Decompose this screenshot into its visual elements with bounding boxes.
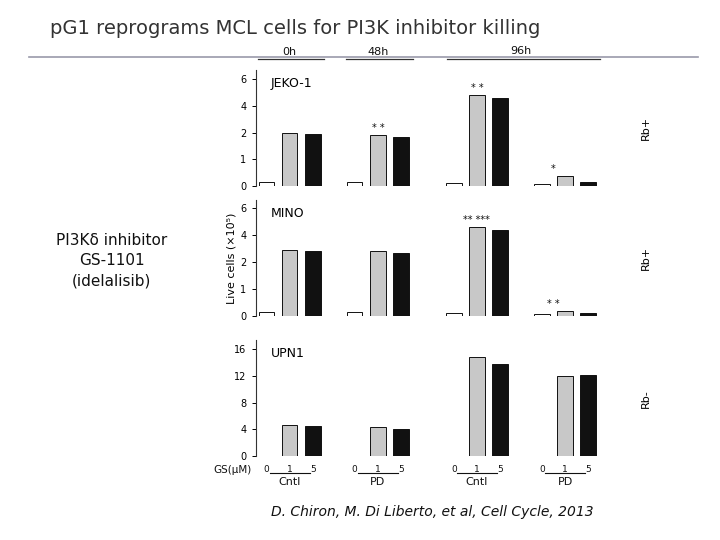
- Text: (idelalisib): (idelalisib): [72, 274, 151, 289]
- Text: PD: PD: [370, 477, 385, 487]
- Bar: [580, 375, 596, 456]
- Text: 5: 5: [398, 465, 404, 474]
- Text: 5: 5: [498, 465, 503, 474]
- Bar: [557, 376, 572, 456]
- Text: 96h: 96h: [510, 45, 531, 56]
- Y-axis label: Live cells (×10⁵): Live cells (×10⁵): [226, 212, 236, 303]
- Bar: [469, 357, 485, 456]
- Text: 0: 0: [451, 465, 456, 474]
- Bar: [282, 250, 297, 316]
- Bar: [492, 363, 508, 456]
- Text: 0: 0: [264, 465, 269, 474]
- Bar: [305, 251, 320, 316]
- Text: Rb-: Rb-: [642, 389, 651, 408]
- Text: JEKO-1: JEKO-1: [271, 77, 312, 90]
- Text: PI3Kδ inhibitor: PI3Kδ inhibitor: [56, 233, 167, 248]
- Text: 0h: 0h: [283, 47, 297, 57]
- Text: Rb+: Rb+: [642, 116, 651, 140]
- Text: * *: * *: [471, 83, 483, 93]
- Text: * *: * *: [372, 123, 384, 133]
- Bar: [534, 314, 549, 316]
- Text: GS(μM): GS(μM): [214, 465, 252, 475]
- Text: 5: 5: [310, 465, 316, 474]
- Text: 1: 1: [375, 465, 381, 474]
- Bar: [393, 137, 409, 186]
- Text: UPN1: UPN1: [271, 347, 305, 360]
- Bar: [469, 227, 485, 316]
- Bar: [370, 427, 385, 456]
- Bar: [393, 429, 409, 456]
- Bar: [557, 310, 572, 316]
- Text: 0: 0: [539, 465, 545, 474]
- Text: ** ***: ** ***: [464, 215, 490, 225]
- Text: 5: 5: [585, 465, 591, 474]
- Bar: [393, 253, 409, 316]
- Bar: [557, 176, 572, 186]
- Text: 1: 1: [562, 465, 568, 474]
- Text: Cntl: Cntl: [466, 477, 488, 487]
- Bar: [492, 230, 508, 316]
- Text: 1: 1: [287, 465, 292, 474]
- Text: D. Chiron, M. Di Liberto, et al, Cell Cycle, 2013: D. Chiron, M. Di Liberto, et al, Cell Cy…: [271, 505, 593, 519]
- Bar: [580, 313, 596, 316]
- Text: GS-1101: GS-1101: [78, 253, 145, 268]
- Bar: [259, 183, 274, 186]
- Text: PD: PD: [557, 477, 572, 487]
- Text: MINO: MINO: [271, 207, 305, 220]
- Text: 0: 0: [352, 465, 358, 474]
- Bar: [305, 134, 320, 186]
- Bar: [492, 98, 508, 186]
- Text: 48h: 48h: [367, 47, 389, 57]
- Text: * *: * *: [547, 299, 559, 309]
- Bar: [469, 95, 485, 186]
- Text: Cntl: Cntl: [279, 477, 301, 487]
- Bar: [259, 312, 274, 316]
- Text: 1: 1: [474, 465, 480, 474]
- Text: Rb+: Rb+: [642, 246, 651, 270]
- Bar: [282, 132, 297, 186]
- Bar: [305, 426, 320, 456]
- Bar: [347, 183, 362, 186]
- Bar: [446, 183, 462, 186]
- Bar: [282, 425, 297, 456]
- Bar: [370, 252, 385, 316]
- Text: pG1 reprograms MCL cells for PI3K inhibitor killing: pG1 reprograms MCL cells for PI3K inhibi…: [50, 19, 541, 38]
- Bar: [580, 183, 596, 186]
- Bar: [446, 313, 462, 316]
- Text: *: *: [551, 164, 556, 174]
- Bar: [347, 312, 362, 316]
- Bar: [534, 184, 549, 186]
- Bar: [370, 135, 385, 186]
